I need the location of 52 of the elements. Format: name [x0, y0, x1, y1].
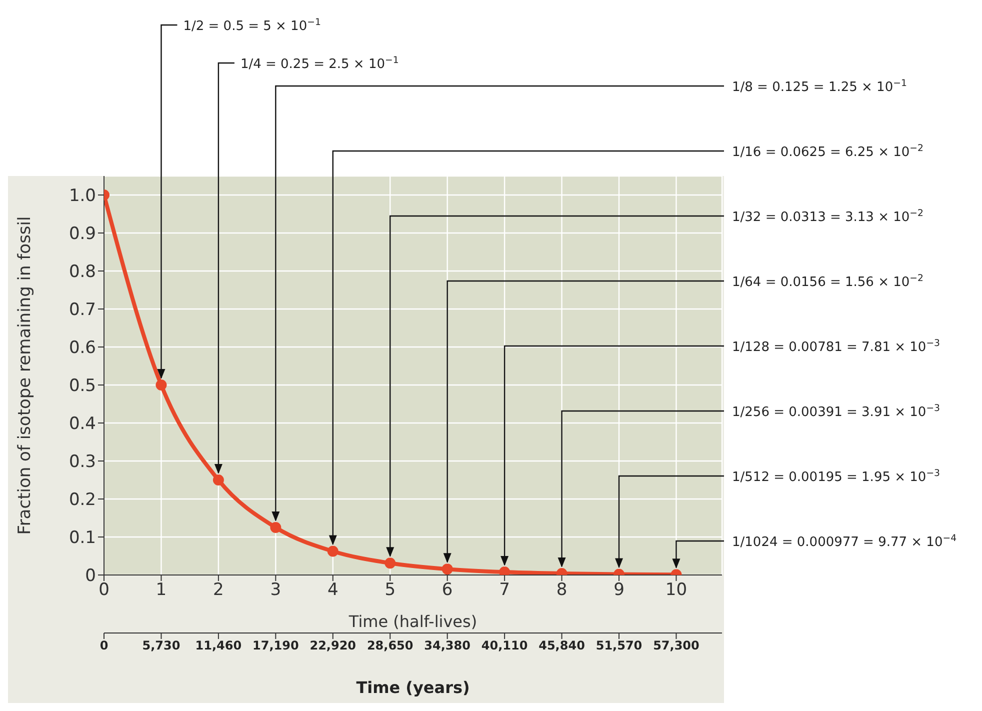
x-tick-label: 2 — [213, 580, 224, 600]
y-tick-label: 0.9 — [68, 224, 96, 244]
x2-tick-label: 0 — [100, 638, 108, 653]
y-tick-label: 0.4 — [68, 414, 96, 434]
x-tick-label: 3 — [270, 580, 282, 600]
annotation: 1/8 = 0.125 = 1.25 × 10$^{−1}$ — [732, 78, 907, 95]
x-tick-label: 9 — [614, 580, 624, 600]
annotation: 1/2 = 0.5 = 5 × 10$^{−1}$ — [183, 16, 321, 34]
y-tick-label: 0.7 — [68, 300, 96, 320]
x-tick-label: 1 — [156, 580, 167, 600]
x2-tick-label: 40,110 — [481, 638, 528, 653]
y-axis-title: Fraction of isotope remaining in fossil — [15, 216, 36, 535]
x2-tick-label: 5,730 — [142, 638, 180, 653]
x-axis-title: Time (half-lives) — [348, 612, 478, 631]
x2-tick-label: 22,920 — [310, 638, 356, 653]
y-tick-label: 0.3 — [68, 452, 96, 472]
annotation: 1/1024 = 0.000977 = 9.77 × 10$^{−4}$ — [732, 532, 957, 550]
y-tick-label: 0 — [85, 566, 96, 586]
x-tick-label: 7 — [499, 580, 510, 600]
x-tick-label: 8 — [556, 580, 568, 600]
x-tick-label: 10 — [665, 580, 688, 600]
y-tick-label: 0.1 — [68, 528, 96, 548]
x-tick-label: 6 — [442, 580, 453, 600]
x2-tick-label: 34,380 — [424, 638, 470, 653]
annotation: 1/32 = 0.0313 = 3.13 × 10$^{−2}$ — [732, 208, 924, 225]
annotation: 1/64 = 0.0156 = 1.56 × 10$^{−2}$ — [732, 272, 924, 290]
point — [156, 380, 167, 390]
x2-tick-label: 45,840 — [538, 638, 585, 653]
x-tick-label: 0 — [98, 580, 110, 600]
annotation: 1/256 = 0.00391 = 3.91 × 10$^{−3}$ — [732, 402, 940, 420]
x2-tick-label: 57,300 — [653, 638, 700, 653]
x-tick-label: 4 — [327, 580, 338, 600]
y-tick-label: 0.8 — [68, 262, 96, 282]
point — [384, 558, 396, 569]
x2-tick-label: 51,570 — [596, 638, 642, 653]
point — [442, 564, 453, 575]
point — [327, 546, 338, 557]
y-tick-label: 1.0 — [68, 186, 96, 206]
x2-tick-label: 17,190 — [252, 638, 299, 653]
point — [270, 522, 282, 533]
annotation: 1/128 = 0.00781 = 7.81 × 10$^{−3}$ — [732, 338, 940, 355]
y-tick-label: 0.2 — [68, 490, 96, 510]
x-tick-label: 5 — [384, 580, 396, 600]
annotation: 1/512 = 0.00195 = 1.95 × 10$^{−3}$ — [732, 468, 940, 485]
x2-tick-label: 28,650 — [366, 638, 414, 653]
y-tick-label: 0.6 — [68, 338, 96, 358]
point — [212, 474, 224, 486]
y-tick-label: 0.5 — [68, 376, 96, 396]
annotation: 1/4 = 0.25 = 2.5 × 10$^{−1}$ — [240, 54, 399, 72]
annotation: 1/16 = 0.0625 = 6.25 × 10$^{−2}$ — [732, 142, 924, 160]
x2-tick-label: 11,460 — [195, 638, 242, 653]
x2-axis-title: Time (years) — [356, 678, 470, 697]
